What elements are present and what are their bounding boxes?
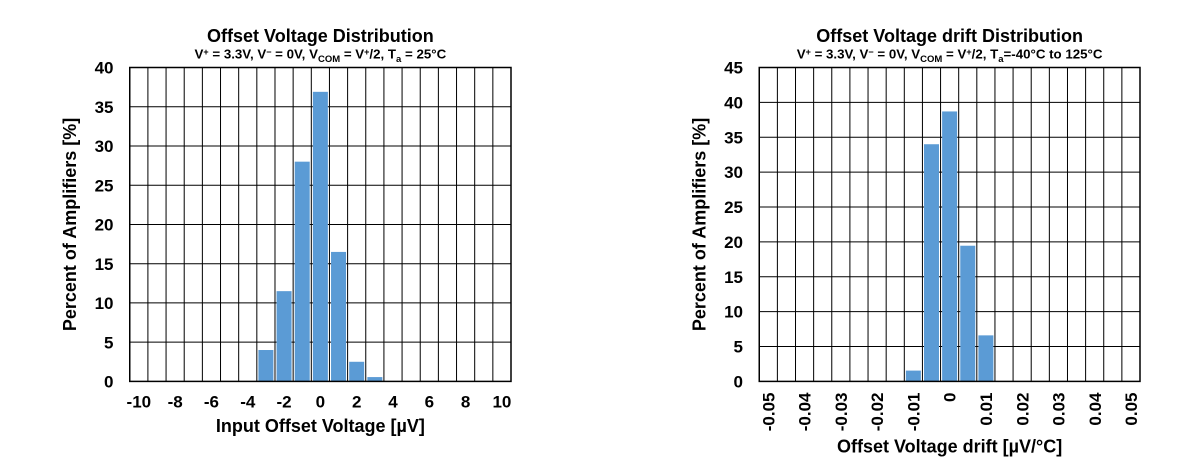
svg-text:0: 0 xyxy=(734,373,743,392)
svg-text:-0.03: -0.03 xyxy=(832,393,851,432)
svg-text:0.05: 0.05 xyxy=(1122,393,1141,426)
svg-text:5: 5 xyxy=(104,333,113,352)
svg-text:Offset Voltage drift [µV/°C]: Offset Voltage drift [µV/°C] xyxy=(837,437,1062,457)
svg-text:6: 6 xyxy=(425,393,434,412)
svg-text:30: 30 xyxy=(724,163,743,182)
svg-text:-10: -10 xyxy=(127,393,152,412)
svg-text:-0.02: -0.02 xyxy=(868,393,887,432)
svg-text:35: 35 xyxy=(724,128,743,147)
svg-text:V+ = 3.3V, V− = 0V, VCOM = V+/: V+ = 3.3V, V− = 0V, VCOM = V+/2, Ta = 25… xyxy=(195,47,447,66)
svg-text:25: 25 xyxy=(95,176,114,195)
svg-text:15: 15 xyxy=(724,268,743,287)
svg-text:40: 40 xyxy=(724,93,743,112)
svg-text:Offset Voltage drift Distribut: Offset Voltage drift Distribution xyxy=(816,26,1083,46)
svg-text:-0.01: -0.01 xyxy=(904,393,923,432)
svg-text:Offset Voltage Distribution: Offset Voltage Distribution xyxy=(207,26,434,46)
svg-text:-0.04: -0.04 xyxy=(796,392,815,431)
svg-text:0.01: 0.01 xyxy=(977,393,996,426)
svg-text:20: 20 xyxy=(724,233,743,252)
svg-text:Percent of Amplifiers [%]: Percent of Amplifiers [%] xyxy=(690,118,710,331)
svg-text:20: 20 xyxy=(95,216,114,235)
svg-text:0: 0 xyxy=(316,393,325,412)
svg-text:0.04: 0.04 xyxy=(1086,392,1105,426)
svg-text:45: 45 xyxy=(724,59,743,78)
svg-text:-0.05: -0.05 xyxy=(759,393,778,432)
svg-text:8: 8 xyxy=(461,393,470,412)
svg-text:0.03: 0.03 xyxy=(1050,393,1069,426)
svg-text:-8: -8 xyxy=(168,393,183,412)
svg-text:35: 35 xyxy=(95,98,114,117)
svg-text:-4: -4 xyxy=(240,393,256,412)
svg-text:Input Offset Voltage [µV]: Input Offset Voltage [µV] xyxy=(216,416,425,436)
svg-text:2: 2 xyxy=(352,393,361,412)
svg-text:10: 10 xyxy=(724,303,743,322)
svg-text:25: 25 xyxy=(724,198,743,217)
svg-text:V+ = 3.3V, V− = 0V, VCOM = V+/: V+ = 3.3V, V− = 0V, VCOM = V+/2, Ta=-40°… xyxy=(797,47,1103,66)
svg-text:0: 0 xyxy=(104,373,113,392)
svg-text:-2: -2 xyxy=(277,393,292,412)
svg-text:15: 15 xyxy=(95,255,114,274)
svg-text:10: 10 xyxy=(95,294,114,313)
svg-text:30: 30 xyxy=(95,137,114,156)
svg-text:40: 40 xyxy=(95,59,114,78)
svg-text:0.02: 0.02 xyxy=(1013,393,1032,426)
svg-text:Percent of Amplifiers [%]: Percent of Amplifiers [%] xyxy=(60,118,80,331)
svg-text:5: 5 xyxy=(734,338,743,357)
svg-text:4: 4 xyxy=(388,393,398,412)
svg-text:10: 10 xyxy=(492,393,511,412)
svg-text:0: 0 xyxy=(941,393,960,402)
svg-text:-6: -6 xyxy=(204,393,219,412)
